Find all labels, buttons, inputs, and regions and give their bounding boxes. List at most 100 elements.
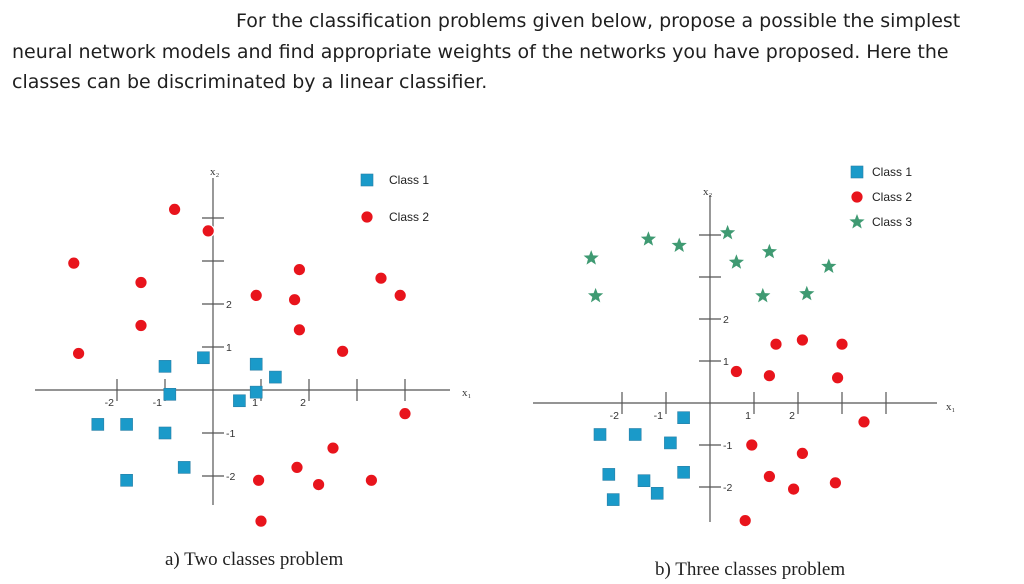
chart-b-class-2-point [738,513,752,528]
chart-a-legend-class-2-marker [360,210,374,224]
chart-a-class-2-point [393,288,407,303]
chart-a-class-1-point [158,360,172,373]
chart-b-class-3-point [671,237,687,252]
chart-b-class-1-point [606,493,620,506]
chart-b-class-3-point [761,243,778,259]
chart-b-class-1-point [677,465,690,479]
chart-b-x-tick-label: 2 [789,410,795,422]
chart-a-class-1-point [197,351,210,365]
chart-a-class-2-point [364,473,379,488]
chart-a-y-tick-label: -2 [226,471,235,483]
chart-b-class-3-point [583,250,599,265]
chart-a-legend-class-2-label: Class 2 [389,210,429,224]
problem-line-1: For the classification problems given be… [236,10,961,32]
problem-line-2: neural network models and find appropria… [12,40,949,63]
chart-a-class-2-point [67,256,81,270]
chart-b-y-tick-label: -1 [723,440,732,452]
chart-b-class-2-point [857,415,871,429]
chart-b-legend-class-1-marker [850,165,864,179]
chart-a-y-tick-label: -1 [226,428,235,440]
chart-b-class-3-point [640,231,657,246]
problem-line-3: classes can be discriminated by a linear… [12,71,488,93]
chart-a-class-2-point [292,322,307,337]
chart-b-class-2-point [769,337,783,351]
chart-b-legend-class-2-marker [850,190,864,204]
chart-a-class-1-point [91,418,105,431]
chart-a-class-1-point [177,461,191,474]
chart-b-class-1-point [650,486,664,500]
chart-a-class-2-point [335,344,350,359]
chart-a-caption: a) Two classes problem [165,549,343,570]
chart-a-x-axis-label: x₁ [462,387,472,399]
chart-a-class-1-point [249,357,263,371]
chart-a-class-1-point [158,426,172,440]
chart-a-y-tick-label: 1 [226,342,232,354]
chart-b-y-axis-label: x₂ [703,186,713,198]
chart-b-class-2-point [795,446,810,461]
chart-b-class-1-point [637,474,651,488]
chart-a-legend-class-1-marker [360,173,374,187]
chart-b-x-tick-label: 1 [745,410,751,422]
chart-b-y-tick-label: -2 [723,482,732,494]
chart-b-class-2-point [835,337,849,351]
chart-a-class-2-point [251,473,266,488]
chart-a-class-2-point [71,346,86,361]
chart-b-legend-class-3-marker [849,214,865,229]
chart-a-class-2-point [326,441,340,455]
chart-b-class-2-point [744,438,759,452]
chart-a-class-2-point [290,460,304,475]
chart-a-x-tick-label: -2 [105,397,114,409]
chart-a-class-2-point [292,262,307,277]
chart-b-class-2-point [762,469,777,484]
chart-b-class-2-point [828,475,843,490]
chart-b-x-tick-label: -2 [610,410,619,422]
chart-a-class-2-point [287,292,302,307]
chart-b-y-tick-label: 1 [723,356,729,368]
chart-b-class-2-point [762,368,777,383]
chart-a-class-2-point [134,275,148,290]
chart-b-class-2-point [795,333,810,347]
chart-a-y-tick-label: 2 [226,299,232,311]
chart-b-class-3-point [728,254,745,269]
chart-b-legend-class-1-label: Class 1 [872,165,912,179]
chart-a-class-2-point [134,318,148,333]
chart-b-class-1-point [628,428,642,441]
chart-b-class-3-point [587,287,604,303]
chart-a-legend-class-1-label: Class 1 [389,173,429,187]
chart-b-class-3-point [719,224,736,240]
chart-a-x-tick-label: 2 [300,397,306,409]
chart-a-class-2-point [167,202,182,217]
chart-b-x-axis-label: x₁ [946,401,956,413]
chart-a-class-2-point [398,406,412,421]
chart-b-class-3-point [799,285,815,301]
chart-b-class-1-point [677,411,690,425]
chart-a-class-1-point [120,473,133,487]
chart-a-class-2-point [254,514,268,528]
chart-b-class-2-point [786,482,801,496]
chart-b-class-1-point [593,428,607,441]
chart-a-class-1-point [269,370,282,384]
chart-a-class-1-point [233,394,246,408]
chart-b-legend-class-2-label: Class 2 [872,190,912,204]
chart-b-class-3-point [821,258,837,273]
chart-b-class-2-point [830,370,845,385]
chart-a-class-1-point [120,418,133,431]
problem-statement: For the classification problems given be… [12,6,1012,98]
chart-b-caption: b) Three classes problem [655,559,845,580]
chart-a-x-tick-label: 1 [252,397,258,409]
chart-b-class-2-point [729,364,744,379]
chart-a-x-tick-label: -1 [153,397,162,409]
chart-a-class-2-point [311,477,326,492]
chart-b-x-tick-label: -1 [654,410,663,422]
chart-a-class-2-point [201,224,215,238]
chart-a-class-1-point [249,385,263,399]
chart-a-class-1-point [163,387,177,401]
chart-b-y-tick-label: 2 [723,314,729,326]
chart-a-class-2-point [374,271,388,285]
chart-a-class-2-point [249,288,264,303]
chart-b-class-1-point [664,436,677,450]
chart-b-class-1-point [602,468,616,481]
chart-b-legend-class-3-label: Class 3 [872,215,912,229]
chart-a-y-axis-label: x₂ [210,166,220,178]
